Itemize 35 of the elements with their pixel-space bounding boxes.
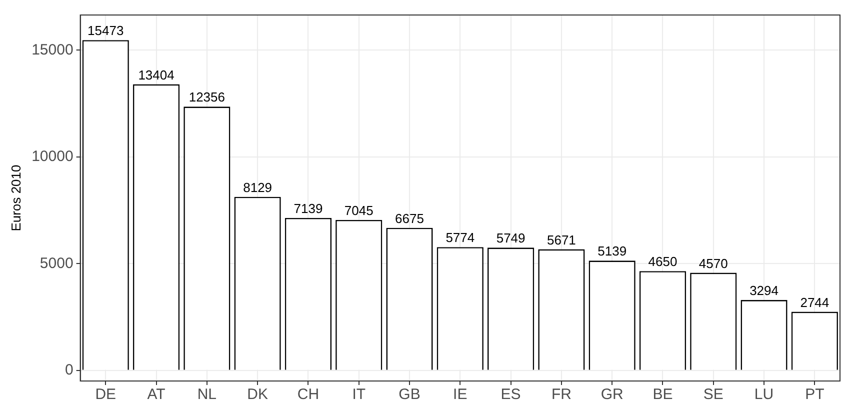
x-tick-label: SE [703,386,724,404]
data-label: 5749 [496,230,526,246]
x-tick-label: ES [500,386,521,404]
x-tick-label: DE [95,386,116,404]
data-label: 8129 [243,180,272,195]
x-tick-label: DK [247,386,268,404]
data-label: 3294 [750,283,778,298]
x-tick-label: PT [805,386,824,404]
data-label: 5139 [598,244,627,259]
x-tick-label: FR [551,386,572,404]
y-axis-title: Euros 2010 [8,164,24,232]
x-tick-label: NL [197,386,217,404]
data-label: 6675 [395,210,424,226]
x-tick-label: CH [297,386,320,404]
x-tick-label: LU [754,386,774,404]
data-label: 15473 [88,23,124,38]
data-label: 7139 [294,201,323,216]
x-tick-label: BE [652,386,673,404]
data-label: 12356 [188,90,226,105]
y-tick-label: 10000 [32,148,74,166]
x-tick-label: GB [398,386,420,404]
data-label: 7045 [344,203,374,218]
data-label: 5671 [546,232,576,248]
data-label: 5774 [446,230,475,246]
data-label: 4650 [648,254,678,270]
x-tick-label: AT [147,386,166,404]
x-tick-label: GR [600,386,624,404]
data-label: 4570 [698,256,728,271]
y-tick-label: 15000 [32,41,74,58]
y-tick-label: 5000 [40,254,74,272]
y-tick-label: 0 [64,361,74,378]
x-tick-label: IE [453,386,468,404]
x-tick-label: IT [352,386,366,404]
data-label: 13404 [138,67,174,82]
data-label: 2744 [800,294,830,310]
